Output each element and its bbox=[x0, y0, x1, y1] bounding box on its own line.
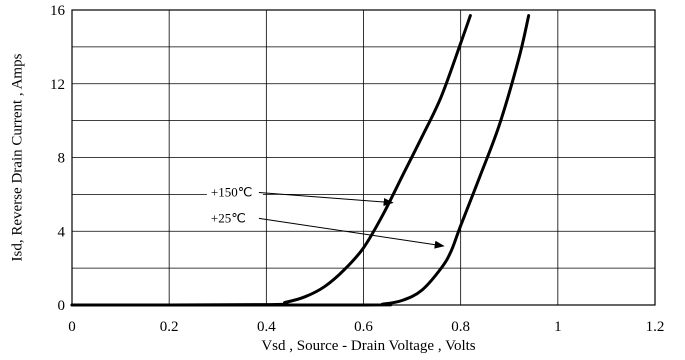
annotation-arrow bbox=[258, 217, 445, 249]
annotation-label-bg bbox=[206, 208, 263, 227]
x-tick-label: 1.2 bbox=[646, 319, 665, 335]
annotation-label-bg bbox=[206, 182, 263, 201]
x-tick-label: 1 bbox=[554, 319, 562, 335]
annotation-label: +150℃ bbox=[211, 185, 252, 200]
y-tick-label: 4 bbox=[58, 224, 66, 240]
annotation-label: +25℃ bbox=[211, 210, 246, 225]
x-tick-label: 0.2 bbox=[160, 319, 179, 335]
x-axis-label: Vsd , Source - Drain Voltage , Volts bbox=[261, 338, 475, 354]
y-tick-label: 8 bbox=[58, 151, 66, 167]
y-axis-label: Isd, Reverse Drain Current , Amps bbox=[9, 53, 25, 261]
x-tick-label: 0.6 bbox=[354, 319, 373, 335]
x-tick-label: 0 bbox=[68, 319, 76, 335]
x-tick-label: 0.4 bbox=[257, 319, 276, 335]
y-tick-labels: 0 4 8 12 16 bbox=[50, 3, 66, 314]
y-tick-label: 0 bbox=[58, 298, 66, 314]
annotations-group: +150℃ +25℃ bbox=[206, 182, 445, 249]
x-tick-label: 0.8 bbox=[451, 319, 470, 335]
grid-lines bbox=[72, 10, 655, 305]
annotation-arrow bbox=[258, 192, 394, 206]
y-tick-label: 16 bbox=[50, 3, 66, 19]
plot-frame bbox=[71, 9, 656, 306]
x-tick-labels: 0 0.2 0.4 0.6 0.8 1 1.2 bbox=[68, 319, 664, 335]
y-tick-label: 12 bbox=[50, 77, 65, 93]
